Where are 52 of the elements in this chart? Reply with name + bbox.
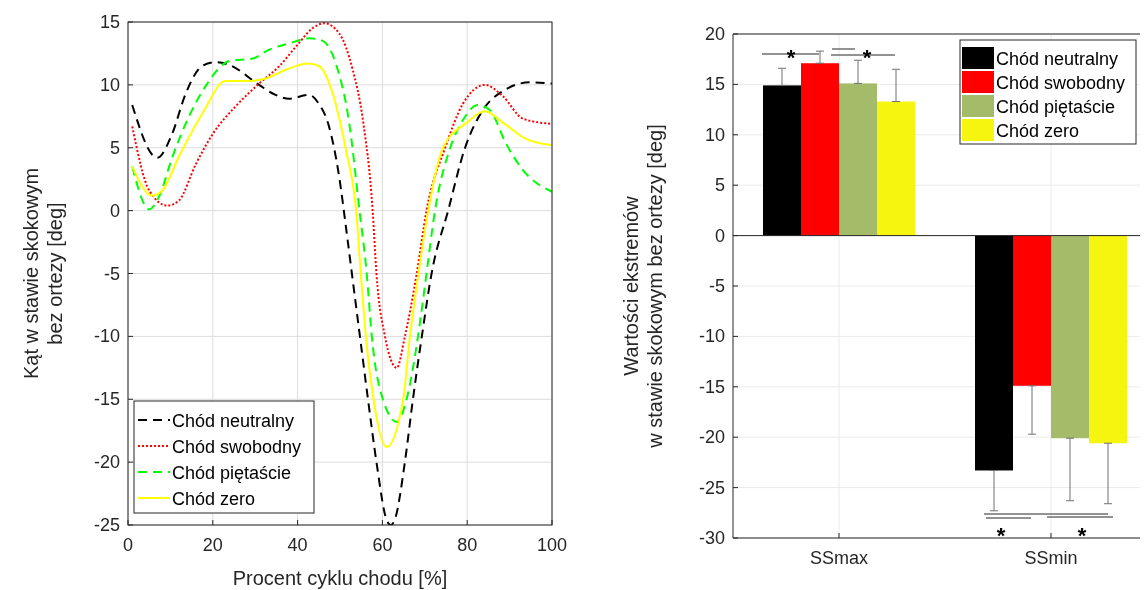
- legend-label: Chód piętaście: [996, 97, 1116, 117]
- bar: [877, 101, 915, 236]
- legend-label: Chód piętaście: [172, 463, 292, 483]
- y-tick-label: -15: [698, 376, 725, 397]
- x-tick-label: SSmin: [1024, 548, 1078, 568]
- bar: [839, 83, 877, 236]
- bar: [1089, 235, 1127, 444]
- y-tick-label: 0: [714, 225, 725, 246]
- y-tick-label: -15: [93, 389, 120, 410]
- x-tick-label: 40: [287, 535, 308, 555]
- legend-label: Chód swobodny: [996, 73, 1126, 93]
- y-tick-label: -10: [698, 326, 725, 347]
- y-tick-label: 5: [109, 137, 120, 158]
- x-tick-label: 80: [457, 535, 478, 555]
- x-tick-label: SSmax: [809, 548, 869, 568]
- y-tick-label: 10: [99, 74, 120, 95]
- x-axis-title: Procent cyklu chodu [%]: [232, 567, 448, 589]
- y-axis-title: Wartości ekstremów w stawie skokowym bez ortezy [deg]: [620, 124, 666, 449]
- y-tick-label: 5: [714, 175, 725, 196]
- annotation: *: [1077, 523, 1087, 548]
- annotation: *: [862, 45, 872, 70]
- y-tick-label: -30: [698, 528, 725, 548]
- y-tick-label: -5: [708, 276, 725, 296]
- y-tick-label: 15: [704, 74, 725, 95]
- legend-label: Chód zero: [172, 489, 256, 509]
- bar: [763, 85, 801, 236]
- x-tick-label: 0: [122, 535, 134, 555]
- legend-label: Chód zero: [996, 121, 1080, 141]
- legend-label: Chód swobodny: [172, 437, 302, 457]
- line-series: [131, 22, 552, 369]
- y-tick-label: -20: [93, 452, 120, 473]
- bar: [801, 63, 839, 236]
- legend-label: Chód neutralny: [996, 49, 1119, 69]
- y-tick-label: -20: [698, 427, 725, 448]
- annotation: *: [996, 523, 1006, 548]
- y-tick-label: 15: [99, 12, 120, 32]
- bar: [1051, 235, 1089, 439]
- bar: [975, 235, 1013, 471]
- x-tick-label: 20: [202, 535, 223, 555]
- x-tick-label: 60: [372, 535, 393, 555]
- y-tick-label: 20: [704, 24, 725, 44]
- bar: [1013, 235, 1051, 386]
- y-tick-label: 10: [704, 124, 725, 145]
- x-tick-label: 100: [536, 535, 568, 555]
- y-tick-label: -5: [103, 263, 120, 284]
- y-tick-label: 0: [109, 200, 120, 221]
- y-tick-label: -25: [698, 477, 725, 498]
- y-tick-label: -25: [93, 515, 120, 535]
- legend-label: Chód neutralny: [172, 411, 295, 431]
- y-axis-title: Kąt w stawie skokowym bez ortezy [deg]: [20, 167, 66, 380]
- annotation: *: [786, 45, 796, 70]
- y-tick-label: -10: [93, 326, 120, 347]
